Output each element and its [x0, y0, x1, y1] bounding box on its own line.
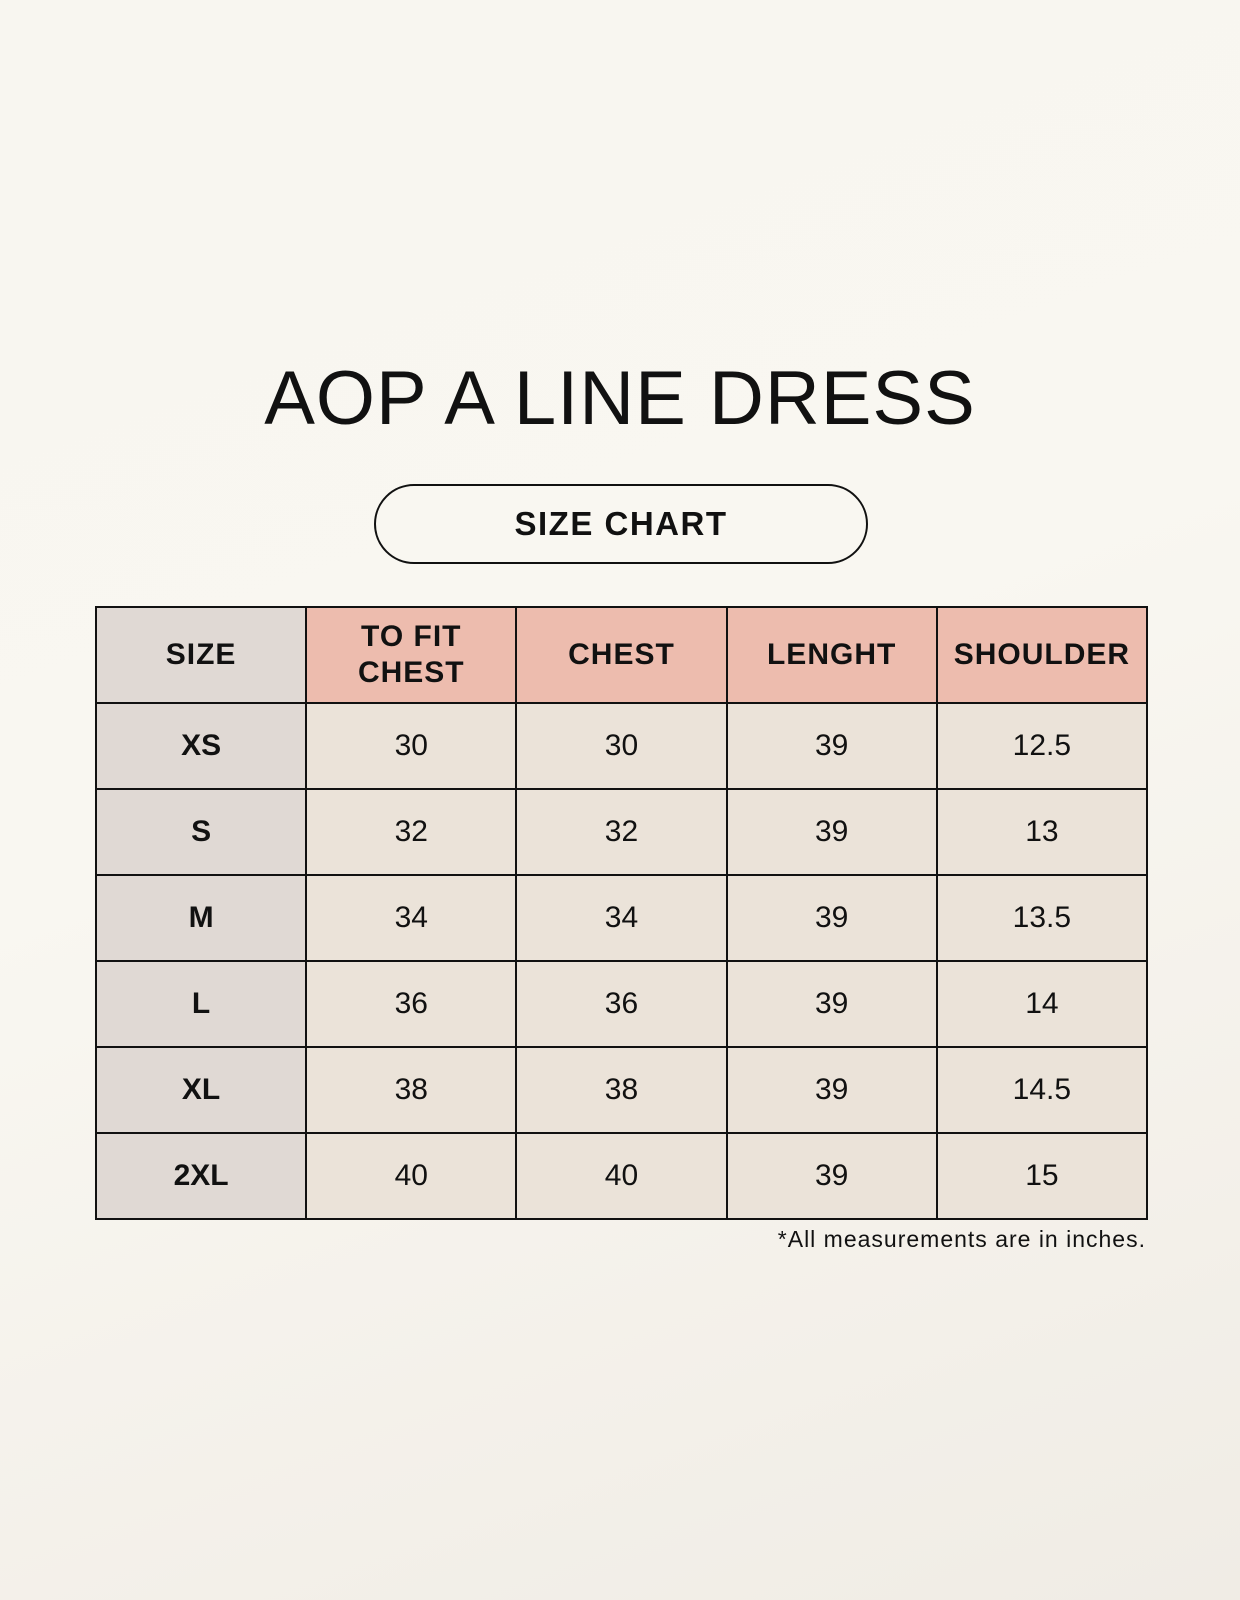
cell-size: 2XL: [94, 1132, 308, 1220]
cell-to-fit-chest: 30: [305, 702, 518, 790]
cell-shoulder: 13: [935, 788, 1149, 876]
cell-to-fit-chest: 38: [305, 1046, 518, 1134]
cell-length: 39: [725, 1132, 938, 1220]
cell-size: M: [94, 874, 308, 962]
cell-length: 39: [725, 874, 938, 962]
table-row: 2XL 40 40 39 15: [94, 1132, 1149, 1220]
cell-size: L: [94, 960, 308, 1048]
cell-size: S: [94, 788, 308, 876]
cell-size: XS: [94, 702, 308, 790]
header-chest: CHEST: [515, 606, 728, 704]
cell-to-fit-chest: 32: [305, 788, 518, 876]
header-to-fit-chest: TO FIT CHEST: [305, 606, 518, 704]
cell-shoulder: 13.5: [935, 874, 1149, 962]
cell-chest: 38: [515, 1046, 728, 1134]
cell-length: 39: [725, 960, 938, 1048]
cell-length: 39: [725, 1046, 938, 1134]
cell-shoulder: 15: [935, 1132, 1149, 1220]
size-chart-label: SIZE CHART: [374, 484, 868, 564]
cell-to-fit-chest: 34: [305, 874, 518, 962]
table-row: S 32 32 39 13: [94, 788, 1149, 876]
table-row: L 36 36 39 14: [94, 960, 1149, 1048]
cell-chest: 32: [515, 788, 728, 876]
header-length: LENGHT: [725, 606, 938, 704]
cell-chest: 36: [515, 960, 728, 1048]
cell-chest: 40: [515, 1132, 728, 1220]
cell-shoulder: 12.5: [935, 702, 1149, 790]
table-row: XL 38 38 39 14.5: [94, 1046, 1149, 1134]
table-row: M 34 34 39 13.5: [94, 874, 1149, 962]
header-size: SIZE: [94, 606, 308, 704]
cell-length: 39: [725, 702, 938, 790]
header-shoulder: SHOULDER: [935, 606, 1149, 704]
page-title: AOP A LINE DRESS: [264, 356, 976, 441]
cell-size: XL: [94, 1046, 308, 1134]
cell-to-fit-chest: 40: [305, 1132, 518, 1220]
header-row: SIZE TO FIT CHEST CHEST LENGHT SHOULDER: [94, 606, 1149, 704]
measurement-note: *All measurements are in inches.: [777, 1226, 1146, 1252]
cell-shoulder: 14.5: [935, 1046, 1149, 1134]
cell-to-fit-chest: 36: [305, 960, 518, 1048]
cell-chest: 34: [515, 874, 728, 962]
cell-length: 39: [725, 788, 938, 876]
cell-chest: 30: [515, 702, 728, 790]
size-table: SIZE TO FIT CHEST CHEST LENGHT SHOULDER …: [94, 606, 1149, 1220]
table-row: XS 30 30 39 12.5: [94, 702, 1149, 790]
cell-shoulder: 14: [935, 960, 1149, 1048]
